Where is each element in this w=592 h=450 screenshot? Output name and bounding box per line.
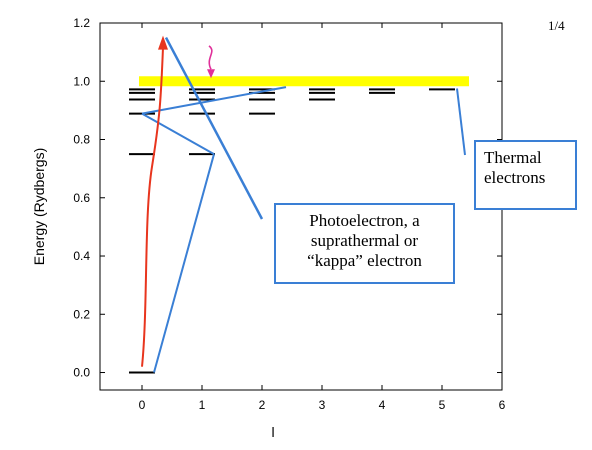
transition-line	[153, 153, 215, 373]
page-number: 1/4	[548, 18, 565, 33]
transition-line	[141, 112, 215, 155]
ionization-band	[139, 76, 469, 87]
x-tick-label: 0	[139, 398, 146, 412]
y-tick-label: 0.4	[73, 249, 90, 263]
recombination-arrowhead	[207, 69, 215, 79]
x-tick-label: 5	[439, 398, 446, 412]
x-axis-label: l	[271, 424, 274, 440]
x-tick-label: 2	[259, 398, 266, 412]
x-tick-label: 6	[499, 398, 506, 412]
y-tick-label: 0.2	[73, 307, 90, 321]
transition-line	[141, 86, 287, 115]
excitation-arrow-line	[141, 47, 164, 367]
y-tick-label: 0.0	[73, 366, 90, 380]
x-tick-label: 3	[319, 398, 326, 412]
thermal-electrons-callout: Thermal electrons	[474, 140, 577, 210]
photo-callout-line-3: “kappa” electron	[307, 251, 422, 270]
photoelectron-callout: Photoelectron, a suprathermal or “kappa”…	[274, 203, 455, 284]
thermal-callout-line-2: electrons	[484, 168, 546, 187]
photo-callout-line-2: suprathermal or	[310, 231, 419, 250]
excitation-arrowhead	[158, 35, 168, 50]
thermal-callout-line-1: Thermal	[484, 148, 542, 167]
y-tick-label: 1.2	[73, 16, 90, 30]
y-tick-label: 0.6	[73, 191, 90, 205]
photo-callout-line-1: Photoelectron, a	[309, 211, 420, 230]
x-tick-label: 1	[199, 398, 206, 412]
recombination-squiggle	[208, 45, 213, 70]
y-tick-label: 0.8	[73, 133, 90, 147]
x-tick-label: 4	[379, 398, 386, 412]
y-axis-label: Energy (Rydbergs)	[31, 148, 47, 266]
photoelectron-pointer-line	[164, 36, 264, 220]
thermal-pointer-line	[456, 88, 466, 156]
y-tick-label: 1.0	[73, 74, 90, 88]
